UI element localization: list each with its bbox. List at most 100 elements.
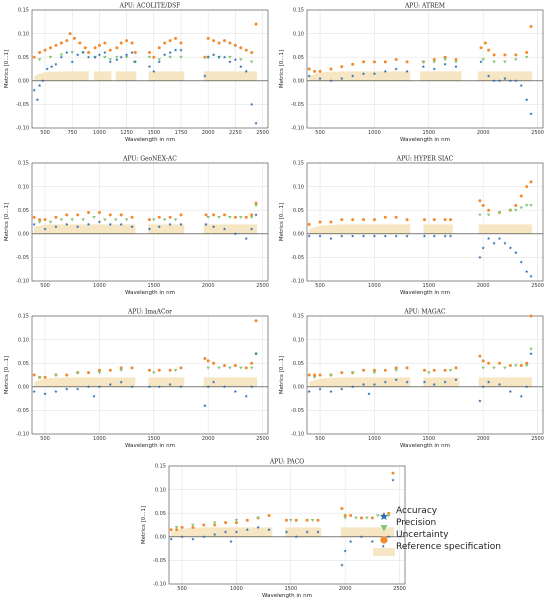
uncertainty-point <box>234 521 238 525</box>
chart-svg-acolite: 500 750 1000 1250 1500 1750 2000 2250 2500 -0.10 -… <box>4 3 269 144</box>
x-tick-label: 2500 <box>393 586 406 592</box>
precision-point <box>503 366 507 370</box>
y-tick-label: -0.10 <box>16 432 29 438</box>
accuracy-point <box>487 74 491 78</box>
accuracy-point <box>422 234 427 238</box>
accuracy-point <box>59 55 63 59</box>
uncertainty-point <box>481 359 485 363</box>
y-tick-label: 0.15 <box>293 161 304 167</box>
uncertainty-point <box>394 58 398 62</box>
chart-title: APU: ATREM <box>404 3 445 10</box>
uncertainty-point <box>72 36 76 40</box>
uncertainty-point <box>203 356 207 360</box>
uncertainty-point <box>97 43 101 47</box>
accuracy-point <box>108 382 112 386</box>
y-tick-label: -0.05 <box>291 255 304 261</box>
uncertainty-point <box>119 366 123 370</box>
precision-point <box>168 55 172 59</box>
precision-point <box>81 218 85 222</box>
uncertainty-point <box>244 215 248 219</box>
accuracy-point <box>147 64 152 69</box>
accuracy-point <box>38 83 42 87</box>
y-tick-label: 0.05 <box>18 361 29 367</box>
accuracy-point <box>233 57 237 61</box>
accuracy-point <box>54 389 58 393</box>
precision-point <box>115 55 119 59</box>
reference-band <box>309 377 411 387</box>
precision-point <box>478 213 482 217</box>
uncertainty-point <box>349 514 353 518</box>
x-tick-label: 2500 <box>256 130 269 136</box>
uncertainty-point <box>318 373 322 377</box>
accuracy-point <box>525 385 529 389</box>
y-tick-label: 0.00 <box>293 232 304 238</box>
accuracy-point <box>244 69 248 73</box>
uncertainty-point <box>130 366 134 370</box>
chart-svg-atrem: 500 1000 1500 2000 2500 -0.10 -0.05 0.00 0.05 0.1… <box>279 3 544 144</box>
accuracy-point <box>173 48 178 52</box>
uncertainty-point <box>383 60 387 64</box>
accuracy-point <box>448 234 453 238</box>
x-tick-label: 1000 <box>93 283 106 289</box>
precision-point <box>524 204 529 208</box>
uncertainty-point <box>497 361 501 365</box>
uncertainty-point <box>372 60 376 64</box>
accuracy-point <box>203 403 207 408</box>
uncertainty-point <box>168 368 172 372</box>
accuracy-point <box>487 380 491 384</box>
y-tick-label: -0.10 <box>153 582 166 588</box>
uncertainty-point <box>383 215 387 219</box>
accuracy-point <box>329 389 333 393</box>
plot-area <box>307 316 543 434</box>
precision-point <box>48 55 53 59</box>
accuracy-point <box>340 563 344 567</box>
accuracy-point <box>125 53 129 57</box>
accuracy-point <box>228 60 232 64</box>
uncertainty-point <box>108 368 112 372</box>
precision-point <box>427 371 431 375</box>
uncertainty-point <box>370 516 374 520</box>
chart-panel-acolite: 500 750 1000 1250 1500 1750 2000 2250 2500 -0.10 -… <box>0 0 275 148</box>
accuracy-point <box>340 234 344 238</box>
accuracy-point <box>130 225 134 229</box>
precision-point <box>37 58 42 62</box>
precision-point <box>524 55 529 59</box>
plot-area <box>307 163 543 281</box>
uncertainty-point <box>93 46 97 50</box>
reference-band <box>203 377 258 387</box>
precision-point <box>173 218 178 222</box>
accuracy-point <box>239 64 243 69</box>
uncertainty-point <box>359 516 363 520</box>
precision-point <box>481 58 485 62</box>
accuracy-point <box>508 389 512 393</box>
accuracy-point <box>329 79 333 83</box>
y-tick-label: 0.10 <box>155 487 166 493</box>
accuracy-point <box>519 260 523 264</box>
accuracy-point <box>394 378 398 382</box>
triangle-down-icon <box>372 518 396 531</box>
accuracy-point <box>86 55 91 59</box>
uncertainty-point <box>307 222 311 226</box>
uncertainty-point <box>478 354 482 358</box>
y-tick-label: 0.05 <box>18 208 29 214</box>
y-tick-label: -0.05 <box>16 255 29 261</box>
uncertainty-point <box>87 371 91 375</box>
uncertainty-point <box>254 22 258 26</box>
uncertainty-point <box>76 213 80 217</box>
accuracy-point <box>35 97 40 102</box>
uncertainty-point <box>233 364 237 368</box>
y-axis-label: Metrics [0...1] <box>4 50 10 88</box>
uncertainty-point <box>478 199 482 203</box>
accuracy-point <box>244 236 248 240</box>
precision-point <box>37 220 42 224</box>
y-tick-label: -0.05 <box>16 408 29 414</box>
y-tick-label: 0.05 <box>155 511 166 517</box>
accuracy-point <box>492 241 496 245</box>
x-tick-label: 2000 <box>202 283 215 289</box>
accuracy-point <box>479 60 483 64</box>
accuracy-point <box>222 55 227 59</box>
accuracy-point <box>497 236 502 240</box>
precision-point <box>103 218 107 222</box>
accuracy-point <box>307 234 311 238</box>
uncertainty-point <box>316 518 320 522</box>
